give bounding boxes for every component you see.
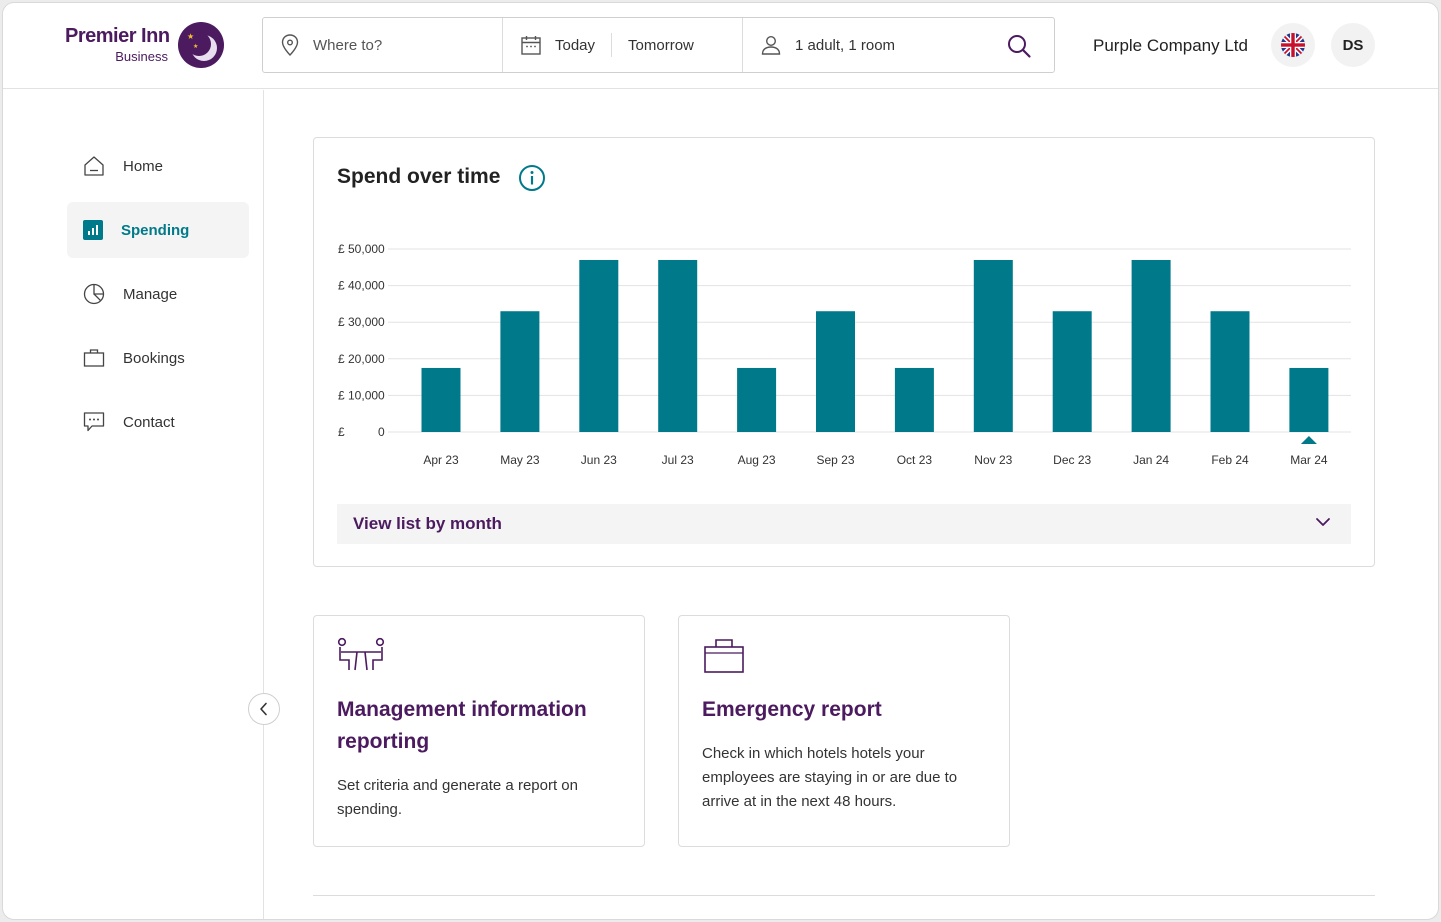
bar-jan-24[interactable]	[1131, 259, 1171, 432]
x-tick-label: Dec 23	[1053, 453, 1091, 467]
check-out-date[interactable]: Tomorrow	[628, 36, 694, 54]
language-selector[interactable]	[1271, 23, 1315, 67]
card-title: Management information reporting	[337, 698, 587, 753]
bar-feb-24[interactable]	[1210, 311, 1250, 432]
bar-jul-23[interactable]	[658, 259, 698, 432]
x-tick-label: Aug 23	[738, 453, 776, 467]
sidebar-item-label: Manage	[123, 285, 178, 303]
y-tick-label: £ 30,000	[338, 315, 385, 329]
sidebar-item-contact[interactable]: Contact	[67, 394, 249, 450]
card-title: Spend over time	[337, 165, 501, 188]
bar-mar-24[interactable]	[1289, 367, 1329, 432]
bar-nov-23[interactable]	[973, 259, 1013, 432]
x-tick-label: Jun 23	[581, 453, 617, 467]
accordion-label: View list by month	[353, 514, 502, 533]
x-tick-label: May 23	[500, 453, 540, 467]
bar-aug-23[interactable]	[737, 367, 777, 432]
guests-field[interactable]: 1 adult, 1 room	[743, 18, 1054, 72]
collapse-sidebar-button[interactable]	[248, 693, 280, 725]
y-tick-label: £ 0	[338, 425, 385, 439]
bar-sep-23[interactable]	[816, 311, 855, 432]
company-name[interactable]: Purple Company Ltd	[1093, 36, 1248, 55]
spend-bar-chart: £ 50,000 £ 40,000 £ 30,000 £ 20,000 £ 10,000…	[338, 242, 1351, 467]
y-tick-label: £ 50,000	[338, 242, 385, 256]
info-icon[interactable]	[518, 164, 546, 192]
view-list-by-month-toggle[interactable]: View list by month	[337, 504, 1351, 544]
sidebar-item-bookings[interactable]: Bookings	[67, 330, 249, 386]
brand-sub: Business	[115, 49, 168, 64]
x-tick-label: Jul 23	[662, 453, 694, 467]
briefcase-icon	[83, 349, 105, 367]
sidebar-item-label: Spending	[121, 221, 190, 239]
sidebar-item-label: Home	[123, 157, 164, 175]
sidebar-item-spending[interactable]: Spending	[67, 202, 249, 258]
card-title: Emergency report	[702, 698, 882, 721]
sidebar-item-home[interactable]: Home	[67, 138, 249, 194]
moon-logo-icon: ★ ★	[178, 22, 224, 68]
guests-rooms-value[interactable]: 1 adult, 1 room	[795, 36, 896, 54]
card-description: Set criteria and generate a report on sp…	[337, 777, 578, 818]
destination-field[interactable]: Where to?	[263, 18, 503, 72]
x-tick-label: Mar 24	[1290, 453, 1328, 467]
calendar-icon	[521, 36, 541, 55]
bar-dec-23[interactable]	[1052, 311, 1092, 432]
management-information-card[interactable]: Management information reporting Set cri…	[313, 615, 645, 847]
top-header: Premier Inn Business ★ ★ Where to?	[3, 3, 1438, 89]
x-tick-label: Oct 23	[897, 453, 933, 467]
bar-apr-23[interactable]	[421, 367, 461, 432]
sidebar-nav: Home Spending Manage Bookings	[3, 90, 264, 919]
svg-text:★: ★	[187, 32, 194, 41]
meeting-icon	[337, 637, 385, 671]
bar-oct-23[interactable]	[894, 367, 934, 432]
y-tick-label: £ 20,000	[338, 352, 385, 366]
uk-flag-icon	[1281, 33, 1305, 57]
chat-icon	[83, 412, 105, 432]
booking-search-bar: Where to? Today Tomorrow 1	[262, 17, 1055, 73]
sidebar-item-label: Bookings	[123, 349, 185, 367]
user-avatar[interactable]: DS	[1331, 23, 1375, 67]
bar-may-23[interactable]	[500, 311, 540, 432]
briefcase-icon	[704, 639, 744, 673]
selected-marker	[1300, 436, 1317, 444]
x-tick-label: Nov 23	[974, 453, 1012, 467]
chart-icon	[83, 220, 103, 240]
x-tick-label: Apr 23	[423, 453, 459, 467]
x-tick-label: Jan 24	[1133, 453, 1169, 467]
bar-jun-23[interactable]	[579, 259, 619, 432]
home-icon	[84, 156, 104, 176]
pie-chart-icon	[83, 283, 105, 305]
y-tick-label: £ 10,000	[338, 388, 385, 402]
emergency-report-card[interactable]: Emergency report Check in which hotels h…	[678, 615, 1010, 847]
person-icon	[761, 35, 781, 55]
svg-text:★: ★	[193, 43, 198, 50]
x-tick-label: Sep 23	[816, 453, 854, 467]
date-divider	[611, 33, 613, 57]
destination-input[interactable]: Where to?	[313, 36, 383, 54]
location-pin-icon	[281, 34, 299, 56]
spend-over-time-card: Spend over time £ 50,000 £ 40,000 £ 30,000…	[313, 137, 1375, 567]
search-icon[interactable]	[1006, 33, 1032, 59]
card-description: Check in which hotels hotels your employ…	[702, 745, 958, 810]
check-in-date[interactable]: Today	[555, 36, 596, 54]
y-tick-label: £ 40,000	[338, 279, 385, 293]
chevron-down-icon	[1316, 518, 1330, 526]
sidebar-item-manage[interactable]: Manage	[67, 266, 249, 322]
premier-inn-logo[interactable]: Premier Inn Business ★ ★	[65, 19, 230, 73]
brand-name: Premier Inn	[65, 25, 170, 47]
dates-field[interactable]: Today Tomorrow	[503, 18, 743, 72]
x-tick-label: Feb 24	[1211, 453, 1249, 467]
chevron-left-icon	[260, 702, 267, 716]
section-divider	[313, 895, 1375, 896]
sidebar-item-label: Contact	[123, 413, 175, 431]
